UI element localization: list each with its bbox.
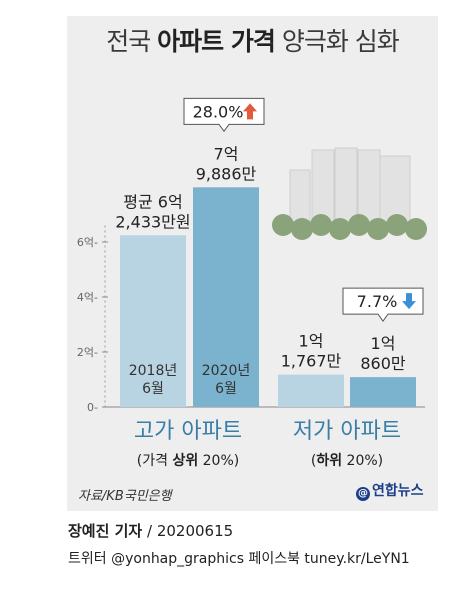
tree-shape <box>348 214 370 236</box>
arrow-down-icon <box>402 293 416 310</box>
bar <box>193 187 259 407</box>
y-tick-label: 4억- <box>77 291 98 304</box>
tree-shape <box>329 218 351 240</box>
bar-value-label: 9,886만 <box>196 164 257 183</box>
tree-shape <box>367 218 389 240</box>
period-label: 2020년 <box>202 363 251 379</box>
period-label: 6월 <box>142 381 164 397</box>
tree-shape <box>272 214 294 236</box>
change-callout <box>183 97 265 133</box>
group-label: 저가 아파트 <box>293 419 401 444</box>
group-label: 고가 아파트 <box>134 419 242 444</box>
y-tick-label: 0- <box>87 401 98 414</box>
arrow-up-icon <box>243 103 257 120</box>
bar-value-label: 1억 <box>371 334 396 353</box>
yonhap-logo: @ 연합뉴스 <box>356 483 424 501</box>
chart-title: 전국 아파트 가격 양극화 심화 <box>106 27 400 56</box>
tree-shape <box>405 218 427 240</box>
source-note: 자료/KB국민은행 <box>78 489 172 504</box>
bar-value-label: 평균 6억 <box>123 192 182 211</box>
change-value: 7.7% <box>357 292 398 311</box>
bar <box>350 377 416 407</box>
group-subtitle: (가격 상위 20%) <box>137 453 239 469</box>
y-tick-label: 6억- <box>77 236 98 249</box>
period-label: 6월 <box>215 381 237 397</box>
bar-value-label: 7억 <box>214 144 239 163</box>
y-tick-label: 2억- <box>77 346 98 359</box>
period-label: 2018년 <box>129 363 178 379</box>
bar-value-label: 860만 <box>360 354 406 373</box>
tree-shape <box>386 214 408 236</box>
bar-value-label: 1,767만 <box>281 352 342 371</box>
social-line: 트위터 @yonhap_graphics 페이스북 tuney.kr/LeYN1 <box>68 551 410 567</box>
credit-line: 장예진 기자 / 20200615 <box>68 522 234 540</box>
bar-value-label: 1억 <box>299 332 324 351</box>
group-subtitle: (하위 20%) <box>311 452 383 469</box>
tree-shape <box>310 214 332 236</box>
bar-value-label: 2,433만원 <box>115 212 190 231</box>
bar <box>278 374 344 407</box>
yonhap-logo-icon: @ <box>356 487 370 501</box>
bar <box>120 235 186 407</box>
tree-shape <box>291 218 313 240</box>
change-value: 28.0% <box>193 102 244 121</box>
change-callout <box>342 287 424 322</box>
